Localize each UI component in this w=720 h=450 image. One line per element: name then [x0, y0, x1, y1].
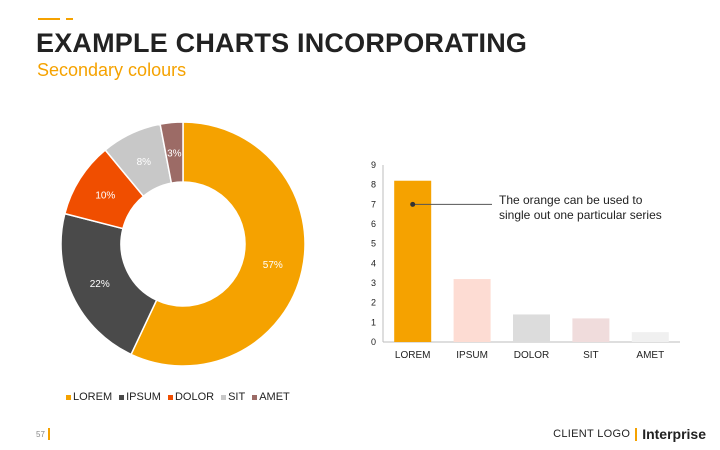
donut-slice-ipsum	[60, 212, 158, 356]
client-logo: CLIENT LOGO	[553, 428, 631, 440]
legend-swatch-sit	[221, 394, 227, 400]
logo-divider	[635, 427, 638, 441]
legend-swatch-amet	[252, 394, 258, 400]
y-tick-label-7: 7	[371, 199, 376, 209]
bar-sit	[572, 318, 610, 342]
legend-item-lorem: LOREM	[66, 391, 112, 403]
bar-ipsum	[453, 279, 491, 342]
donut-label-ipsum: 22%	[90, 279, 110, 290]
legend-item-amet: AMET	[252, 391, 290, 403]
x-tick-label-lorem: LOREM	[395, 350, 431, 361]
footer-logos: CLIENT LOGO Interprise	[553, 426, 706, 442]
page-number: 57	[36, 430, 45, 439]
title-accent-line	[38, 18, 60, 20]
annotation-text-line-2: single out one particular series	[499, 208, 662, 222]
slide-subtitle: Secondary colours	[37, 60, 187, 80]
x-tick-label-dolor: DOLOR	[514, 350, 550, 361]
slide-title: EXAMPLE CHARTS INCORPORATING	[36, 28, 528, 58]
y-tick-label-4: 4	[371, 258, 376, 268]
donut-slice-lorem	[130, 121, 306, 367]
footer-divider	[48, 428, 50, 440]
y-tick-label-2: 2	[371, 298, 376, 308]
legend-label-sit: SIT	[228, 391, 246, 403]
y-tick-label-6: 6	[371, 219, 376, 229]
y-tick-label-0: 0	[371, 337, 376, 347]
legend-label-dolor: DOLOR	[174, 391, 215, 403]
legend-swatch-ipsum	[119, 394, 125, 400]
bar-dolor	[513, 314, 550, 342]
legend-label-lorem: LOREM	[73, 391, 113, 403]
legend-swatch-dolor	[167, 394, 173, 400]
legend-label-amet: AMET	[259, 391, 290, 403]
donut-label-sit: 8%	[137, 157, 152, 168]
x-tick-label-ipsum: IPSUM	[456, 350, 488, 361]
y-tick-label-1: 1	[371, 317, 376, 327]
x-tick-label-sit: SIT	[583, 350, 599, 361]
y-tick-label-5: 5	[371, 239, 376, 249]
annotation-text-line-1: The orange can be used to	[499, 193, 643, 207]
y-tick-label-9: 9	[371, 160, 376, 170]
x-tick-label-amet: AMET	[636, 350, 664, 361]
legend-label-ipsum: IPSUM	[126, 391, 161, 403]
title-accent-dash	[66, 18, 73, 20]
annotation-dot	[410, 201, 416, 207]
legend-swatch-lorem	[66, 394, 71, 400]
legend-item-dolor: DOLOR	[167, 391, 215, 403]
donut-legend: LOREM IPSUM DOLOR SIT AMET	[66, 391, 290, 403]
legend-item-ipsum: IPSUM	[119, 391, 161, 403]
donut-label-lorem: 57%	[263, 260, 283, 271]
donut-slice-amet	[159, 121, 184, 184]
donut-label-amet: 3%	[167, 148, 182, 159]
legend-item-sit: SIT	[221, 391, 245, 403]
donut-label-dolor: 10%	[95, 191, 115, 202]
bar-amet	[631, 332, 669, 342]
y-tick-label-3: 3	[371, 278, 376, 288]
brand-logo: Interprise	[642, 426, 706, 442]
y-tick-label-8: 8	[371, 180, 376, 190]
bar-lorem	[394, 180, 432, 342]
